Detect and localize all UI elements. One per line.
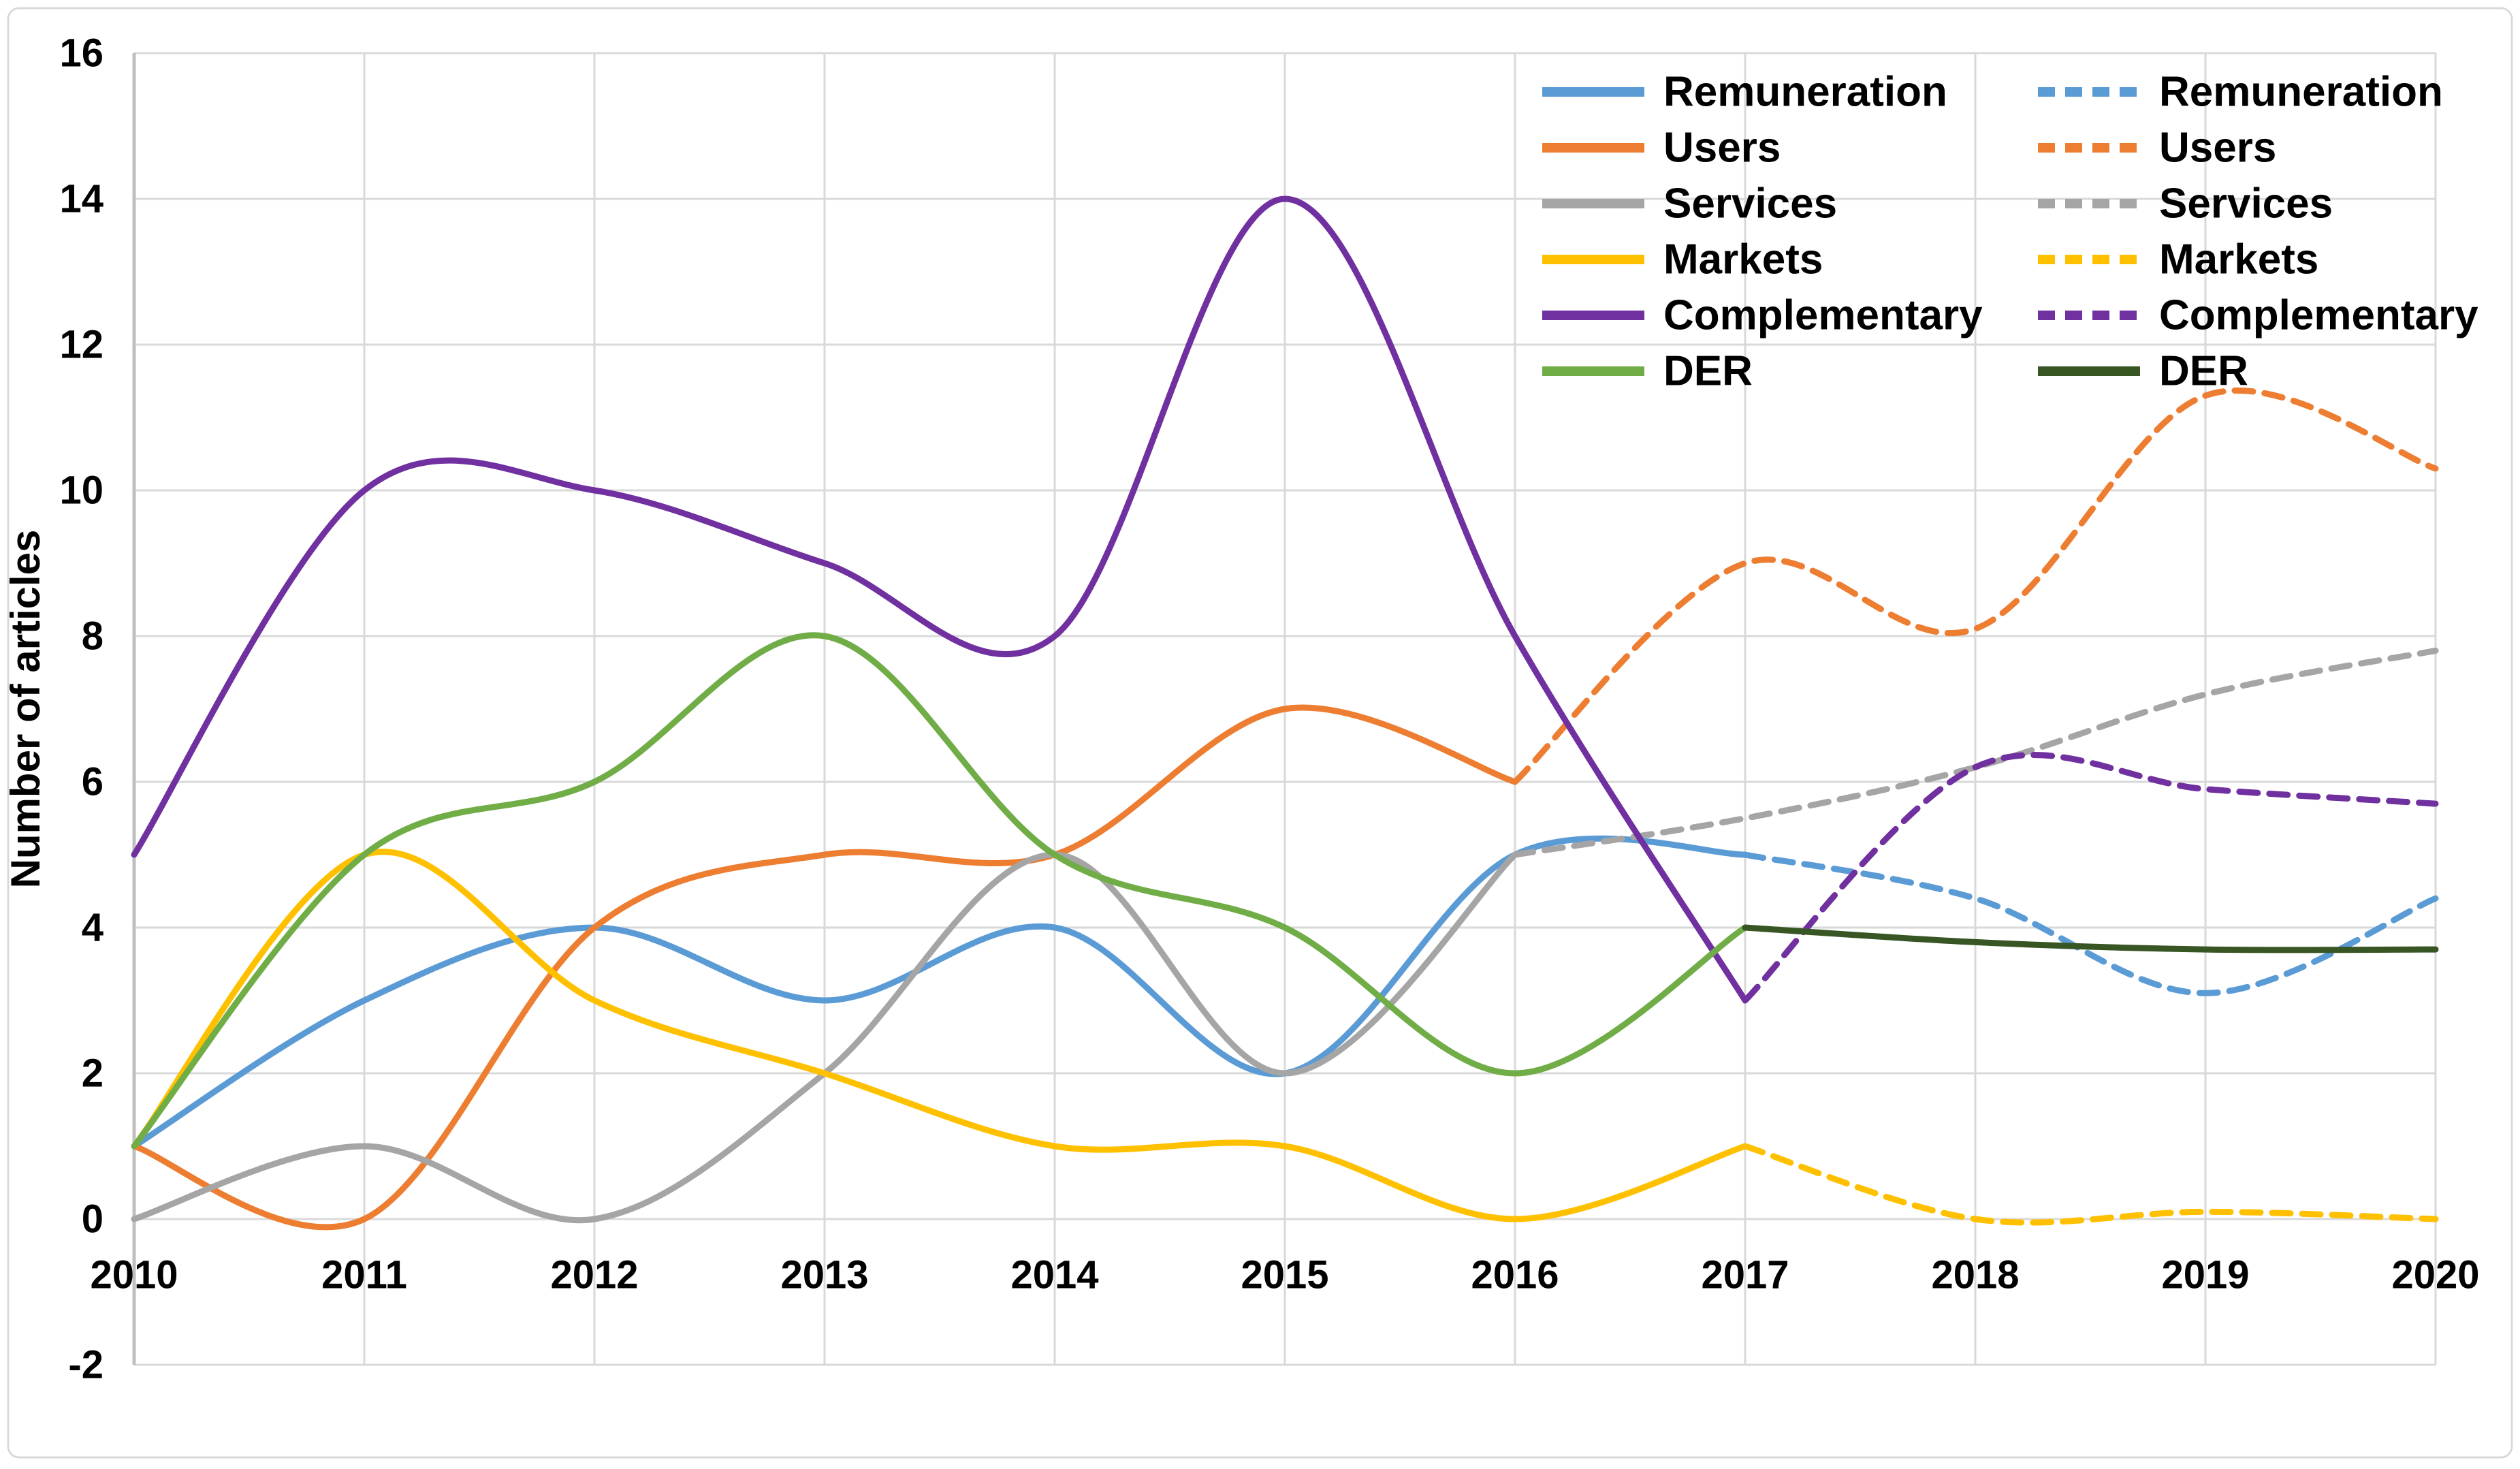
legend-label: DER bbox=[1663, 348, 1753, 395]
legend-item-markets-dashed: Markets bbox=[2038, 236, 2318, 283]
y-tick-4: 4 bbox=[82, 906, 103, 950]
legend-label: Remuneration bbox=[2159, 69, 2443, 116]
legend-label: Markets bbox=[2159, 236, 2318, 283]
y-tick-2: 2 bbox=[82, 1052, 103, 1096]
y-tick-0: 0 bbox=[82, 1197, 103, 1242]
x-tick-2019: 2019 bbox=[2161, 1253, 2249, 1297]
series-complementary-dashed bbox=[1742, 752, 2439, 1004]
x-tick-2015: 2015 bbox=[1241, 1253, 1328, 1297]
legend-item-der-solid: DER bbox=[1542, 348, 1753, 395]
legend-label: Services bbox=[2159, 180, 2333, 227]
y-axis-title: Number of articles bbox=[3, 530, 48, 889]
legend-label: Complementary bbox=[1663, 292, 1983, 339]
legend-item-complementary-dashed: Complementary bbox=[2038, 292, 2478, 339]
x-tick-2017: 2017 bbox=[1701, 1253, 1789, 1297]
x-tick-2013: 2013 bbox=[780, 1253, 868, 1297]
x-tick-2016: 2016 bbox=[1471, 1253, 1559, 1297]
legend-label: Remuneration bbox=[1663, 69, 1947, 116]
y-tick-10: 10 bbox=[59, 469, 103, 513]
legend-item-complementary-solid: Complementary bbox=[1542, 292, 1983, 339]
series-services-solid bbox=[131, 851, 1518, 1224]
legend-item-remuneration-solid: Remuneration bbox=[1542, 69, 1947, 116]
series-markets-dashed bbox=[1742, 1143, 2439, 1226]
legend-label: DER bbox=[2159, 348, 2248, 395]
chart-border bbox=[7, 7, 2513, 1459]
x-tick-2011: 2011 bbox=[321, 1253, 407, 1297]
y-tick-8: 8 bbox=[82, 614, 103, 659]
legend-label: Complementary bbox=[2159, 292, 2478, 339]
legend-item-markets-solid: Markets bbox=[1542, 236, 1823, 283]
legend-item-remuneration-dashed: Remuneration bbox=[2038, 69, 2443, 116]
series-remuneration-dashed bbox=[1742, 851, 2439, 996]
series-remuneration-solid bbox=[131, 835, 1749, 1150]
series-complementary-solid bbox=[131, 195, 1749, 1004]
series-users-dashed bbox=[1512, 388, 2439, 785]
y-tick-6: 6 bbox=[82, 760, 103, 804]
legend-label: Users bbox=[1663, 125, 1781, 172]
series-der-solid bbox=[131, 632, 1749, 1150]
x-tick-2014: 2014 bbox=[1010, 1253, 1098, 1297]
series-layer bbox=[131, 195, 2439, 1231]
y-tick--2: -2 bbox=[68, 1343, 103, 1387]
legend-item-users-solid: Users bbox=[1542, 125, 1781, 172]
legend-label: Users bbox=[2159, 125, 2276, 172]
x-tick-2020: 2020 bbox=[2391, 1253, 2479, 1297]
y-tick-12: 12 bbox=[59, 323, 103, 367]
x-tick-2018: 2018 bbox=[1931, 1253, 2019, 1297]
x-tick-2012: 2012 bbox=[550, 1253, 638, 1297]
legend-item-services-dashed: Services bbox=[2038, 180, 2333, 227]
legend-label: Services bbox=[1663, 180, 1837, 227]
legend-item-users-dashed: Users bbox=[2038, 125, 2276, 172]
x-tick-2010: 2010 bbox=[90, 1253, 178, 1297]
series-der-solid bbox=[1742, 924, 2439, 953]
y-tick-14: 14 bbox=[59, 177, 103, 221]
legend-item-der-solid: DER bbox=[2038, 348, 2248, 395]
y-tick-16: 16 bbox=[59, 31, 103, 76]
legend: Remuneration Users Services Markets Compleme… bbox=[1542, 69, 2478, 395]
legend-label: Markets bbox=[1663, 236, 1823, 283]
axis-labels: 2010 2011 2012 2013 2014 2015 2016 2017 2018 2019… bbox=[59, 31, 2479, 1387]
series-users-solid bbox=[131, 704, 1518, 1231]
legend-item-services-solid: Services bbox=[1542, 180, 1837, 227]
